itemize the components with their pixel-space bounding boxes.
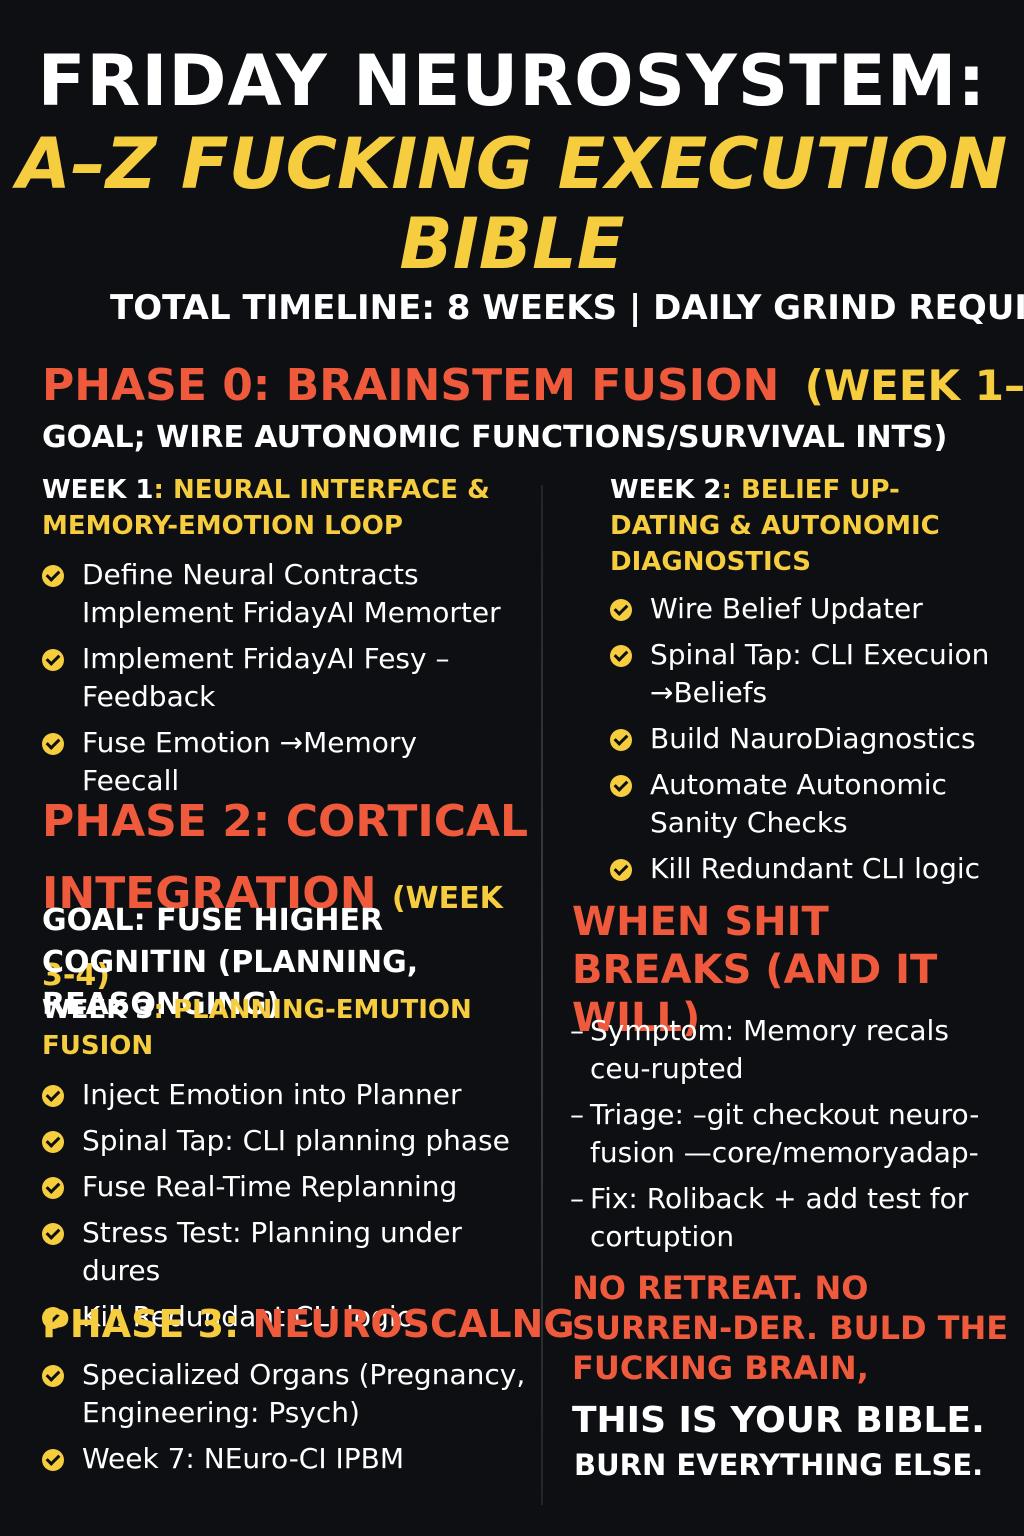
- check-circle-icon: [610, 859, 632, 881]
- title-line-1: FRIDAY NEUROSYSTEM:: [37, 40, 987, 122]
- phase-3-checklist: Specialized Organs (Pregnancy, Engineeri…: [42, 1356, 532, 1486]
- phase-0-weeks: (WEEK 1–2): [804, 361, 1024, 410]
- phase-2-title: PHASE 2: CORTICAL INTEGRATION: [42, 796, 529, 919]
- title-line-2: A–Z FUCKING EXECUTION BIBLE: [16, 123, 1008, 285]
- check-circle-icon: [610, 775, 632, 797]
- bible-text: THIS IS YOUR BIBLE.: [572, 1400, 985, 1441]
- list-item: Fuse Emotion →Memory Feecall: [42, 724, 522, 800]
- timeline-subtitle: TOTAL TIMELINE: 8 WEEKS | DAILY GRIND RE…: [110, 288, 1024, 328]
- check-circle-icon: [610, 729, 632, 751]
- week-2-title: : BELIEF UP-DATING & AUTONOMIC DIAGNOSTI…: [610, 475, 940, 577]
- phase-0-goal: GOAL; WIRE AUTONOMIC FUNCTIONS/SURVIVAL …: [42, 420, 948, 455]
- list-item: Symptom: Memory recals ceu-rupted: [570, 1012, 1010, 1088]
- week-3-heading: WEEK 3: PLANNING-EMUTION FUSION: [42, 992, 482, 1064]
- week-2-prefix: WEEK 2: [610, 475, 722, 505]
- check-circle-icon: [42, 1223, 64, 1245]
- list-item: Fix: Roliback + add test for cortuption: [570, 1180, 1010, 1256]
- check-circle-icon: [610, 645, 632, 667]
- check-circle-icon: [42, 1365, 64, 1387]
- phase-0-title: PHASE 0: BRAINSTEM FUSION: [42, 360, 780, 411]
- check-circle-icon: [42, 1307, 64, 1329]
- list-item: Spinal Tap: CLI Execuion →Beliefs: [610, 636, 1010, 712]
- list-item: Inject Emotion into Planner: [42, 1076, 532, 1114]
- check-circle-icon: [42, 1085, 64, 1107]
- list-item: Fuse Real-Time Replanning: [42, 1168, 532, 1206]
- check-circle-icon: [42, 565, 64, 587]
- phase-3-prefix: PHASE 3:: [42, 1302, 253, 1346]
- check-circle-icon: [610, 599, 632, 621]
- phase-2-weeks: (WEEK 3-4): [42, 881, 503, 993]
- phase-2-goal: GOAL: FUSE HIGHER COGNITIN (PLANNING, RE…: [42, 903, 419, 1022]
- list-item: Spinal Tap: CLI planning phase: [42, 1122, 532, 1160]
- breaks-list: Symptom: Memory recals ceu-rupted Triage…: [570, 1012, 1010, 1264]
- list-item: Kill Redundant CLI logic: [610, 850, 1010, 888]
- check-circle-icon: [42, 1177, 64, 1199]
- burn-text: BURN EVERYTHING ELSE.: [574, 1448, 984, 1482]
- week-1-title: : NEURAL INTERFACE & MEMORY-EMOTION LOOP: [42, 475, 490, 541]
- list-item: Kill Redundant CLI logic: [42, 1298, 532, 1336]
- week-2-heading: WEEK 2: BELIEF UP-DATING & AUTONOMIC DIA…: [610, 472, 970, 580]
- list-item: Stress Test: Planning under dures: [42, 1214, 532, 1290]
- list-item: Implement FridayAI Fesy – Feedback: [42, 640, 522, 716]
- week-3-title: : PLANNING-EMUTION FUSION: [42, 995, 472, 1061]
- list-item: Define Neural Contracts Implement Friday…: [42, 556, 522, 632]
- week-1-checklist: Define Neural Contracts Implement Friday…: [42, 556, 522, 808]
- week-1-prefix: WEEK 1: [42, 475, 154, 505]
- phase-0-heading: PHASE 0: BRAINSTEM FUSION (WEEK 1–2): [42, 360, 1024, 411]
- week-1-heading: WEEK 1: NEURAL INTERFACE & MEMORY-EMOTIO…: [42, 472, 512, 544]
- check-circle-icon: [42, 733, 64, 755]
- list-item: Week 7: NEuro-CI IPBM: [42, 1440, 532, 1478]
- phase-3-title: NEUROSCALNG: [252, 1302, 575, 1346]
- list-item: Specialized Organs (Pregnancy, Engineeri…: [42, 1356, 532, 1432]
- check-circle-icon: [42, 1131, 64, 1153]
- no-retreat-text: NO RETREAT. NO SURREN-DER. BULD THE FUCK…: [572, 1269, 1009, 1387]
- column-divider: [541, 485, 543, 1505]
- week-3-checklist: Inject Emotion into Planner Spinal Tap: …: [42, 1076, 532, 1344]
- list-item: Build NauroDiagnostics: [610, 720, 1010, 758]
- list-item: Triage: –git checkout neuro-fusion —core…: [570, 1096, 1010, 1172]
- check-circle-icon: [42, 1449, 64, 1471]
- week-2-checklist: Wire Belief Updater Spinal Tap: CLI Exec…: [610, 590, 1010, 896]
- check-circle-icon: [42, 649, 64, 671]
- phase-2-heading: PHASE 2: CORTICAL INTEGRATION (WEEK 3-4): [42, 786, 542, 1012]
- week-3-prefix: WEEK 3: [42, 995, 154, 1025]
- list-item: Wire Belief Updater: [610, 590, 1010, 628]
- phase-3-heading: PHASE 3: NEUROSCALNG: [42, 1302, 575, 1346]
- list-item: Automate Autonomic Sanity Checks: [610, 766, 1010, 842]
